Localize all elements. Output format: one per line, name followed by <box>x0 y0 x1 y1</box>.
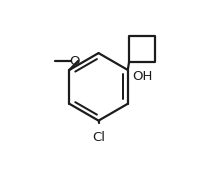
Text: O: O <box>69 55 80 68</box>
Text: Cl: Cl <box>92 131 105 144</box>
Text: OH: OH <box>132 70 153 83</box>
